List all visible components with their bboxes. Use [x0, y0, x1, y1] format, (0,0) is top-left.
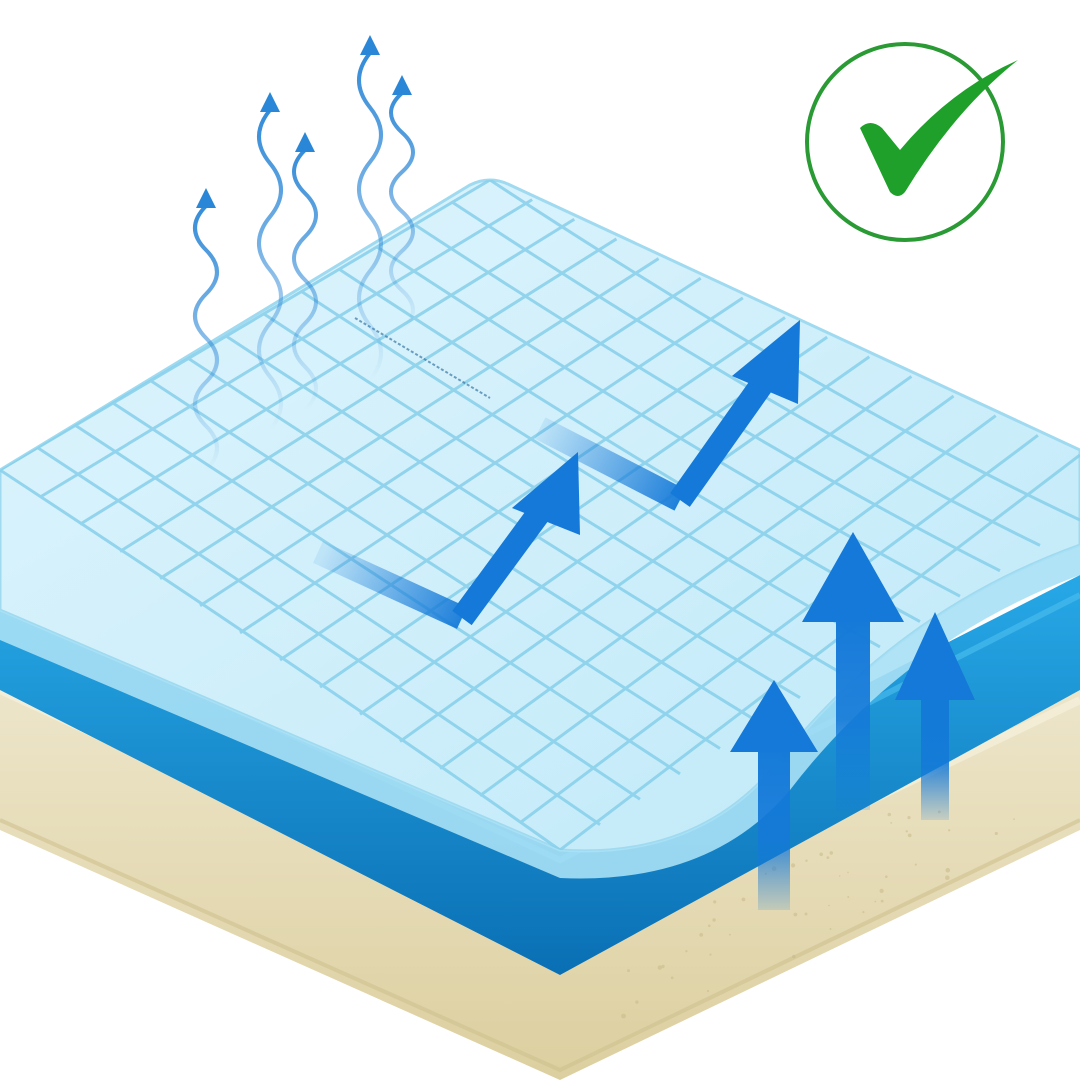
cover-grid-line — [119, 237, 618, 553]
vapor-trail — [193, 204, 219, 472]
foam-speckle — [829, 928, 832, 930]
cover-grid-line — [519, 434, 1039, 825]
foam-speckle — [699, 933, 704, 937]
cover-grid-line — [0, 468, 561, 851]
vapor-trail — [292, 148, 318, 412]
cover-grid-line — [489, 180, 1080, 522]
foam-speckle — [728, 933, 731, 936]
vapor-trail — [357, 51, 383, 382]
foam-speckle — [685, 950, 688, 953]
up-arrow-icon — [730, 680, 818, 910]
wavy-up-arrow-icon — [292, 132, 318, 412]
vapor-arrows-group — [193, 35, 415, 472]
vapor-arrowhead — [260, 92, 280, 112]
foam-speckle — [741, 897, 746, 902]
bent-up-arrow-icon — [313, 452, 580, 629]
foam-speckle — [880, 899, 884, 903]
foam-speckle — [826, 856, 830, 859]
cover-grid-line — [359, 355, 871, 716]
foam-speckle — [847, 871, 849, 874]
cover-grid-line — [79, 218, 576, 526]
bent-up-arrow-icon — [534, 320, 800, 511]
cover-grid-line — [399, 375, 913, 743]
rising-arrows-group — [730, 532, 975, 910]
cover-grid-line — [439, 394, 955, 770]
foam-speckle — [948, 829, 951, 832]
foam-speckle — [706, 989, 710, 993]
check-circle-icon — [805, 42, 1018, 242]
foam-speckle — [838, 875, 841, 877]
foam-speckle — [819, 852, 823, 857]
cover-grid-line — [199, 276, 702, 607]
foam-speckle — [657, 965, 662, 970]
foam-speckle — [945, 867, 951, 873]
foam-speckle — [709, 953, 712, 956]
foam-speckle — [708, 924, 711, 928]
foam-speckle — [1013, 818, 1015, 820]
foam-speckle — [670, 976, 674, 980]
foam-speckle — [712, 918, 716, 922]
foam-speckle — [907, 816, 911, 820]
foam-speckle — [829, 851, 834, 855]
foam-speckle — [914, 863, 917, 866]
foam-speckle — [791, 863, 796, 868]
vapor-trail — [389, 91, 415, 332]
foam-speckle — [793, 912, 798, 917]
foam-speckle — [661, 964, 665, 969]
foam-speckle — [890, 822, 893, 824]
foam-speckle — [862, 911, 865, 914]
cover-grid-line — [376, 245, 961, 598]
foam-speckle — [713, 900, 717, 904]
cover-grid-line — [559, 453, 1080, 851]
foam-speckle — [879, 888, 884, 894]
foam-speckle — [621, 1013, 626, 1019]
cover-grid-line — [74, 424, 641, 801]
foam-speckle — [847, 896, 850, 898]
foam-speckle — [905, 830, 908, 833]
cover-grid-line — [36, 446, 601, 826]
wavy-up-arrow-icon — [193, 188, 219, 472]
foam-speckle — [945, 875, 950, 880]
vapor-trail — [257, 108, 283, 432]
wavy-up-arrow-icon — [357, 35, 383, 382]
foam-speckle — [887, 812, 892, 817]
cover-grid-line — [279, 316, 786, 662]
cover-grid-line — [149, 379, 721, 750]
vapor-arrowhead — [392, 75, 412, 95]
foam-speckle — [874, 900, 877, 903]
foam-speckle — [805, 859, 808, 862]
up-arrow-icon — [802, 532, 904, 810]
foam-speckle — [627, 969, 630, 973]
cover-grid-line — [479, 414, 997, 797]
foam-speckle — [635, 1000, 639, 1004]
foam-speckle — [792, 954, 796, 959]
foam-speckle — [994, 831, 998, 836]
cover-grid-line — [239, 296, 744, 635]
wavy-up-arrow-icon — [389, 75, 415, 332]
up-arrow-icon — [895, 612, 975, 820]
vapor-arrowhead — [196, 188, 216, 208]
vapor-arrowhead — [295, 132, 315, 152]
foam-speckle — [907, 833, 912, 838]
vapor-arrowhead — [360, 35, 380, 55]
foam-speckle — [828, 904, 830, 907]
cover-grid-line — [39, 198, 533, 499]
foam-speckle — [804, 912, 808, 916]
wavy-up-arrow-icon — [257, 92, 283, 432]
foam-speckle — [885, 875, 888, 878]
cover-grid-line — [159, 257, 660, 580]
cover-grid-line — [0, 180, 491, 472]
